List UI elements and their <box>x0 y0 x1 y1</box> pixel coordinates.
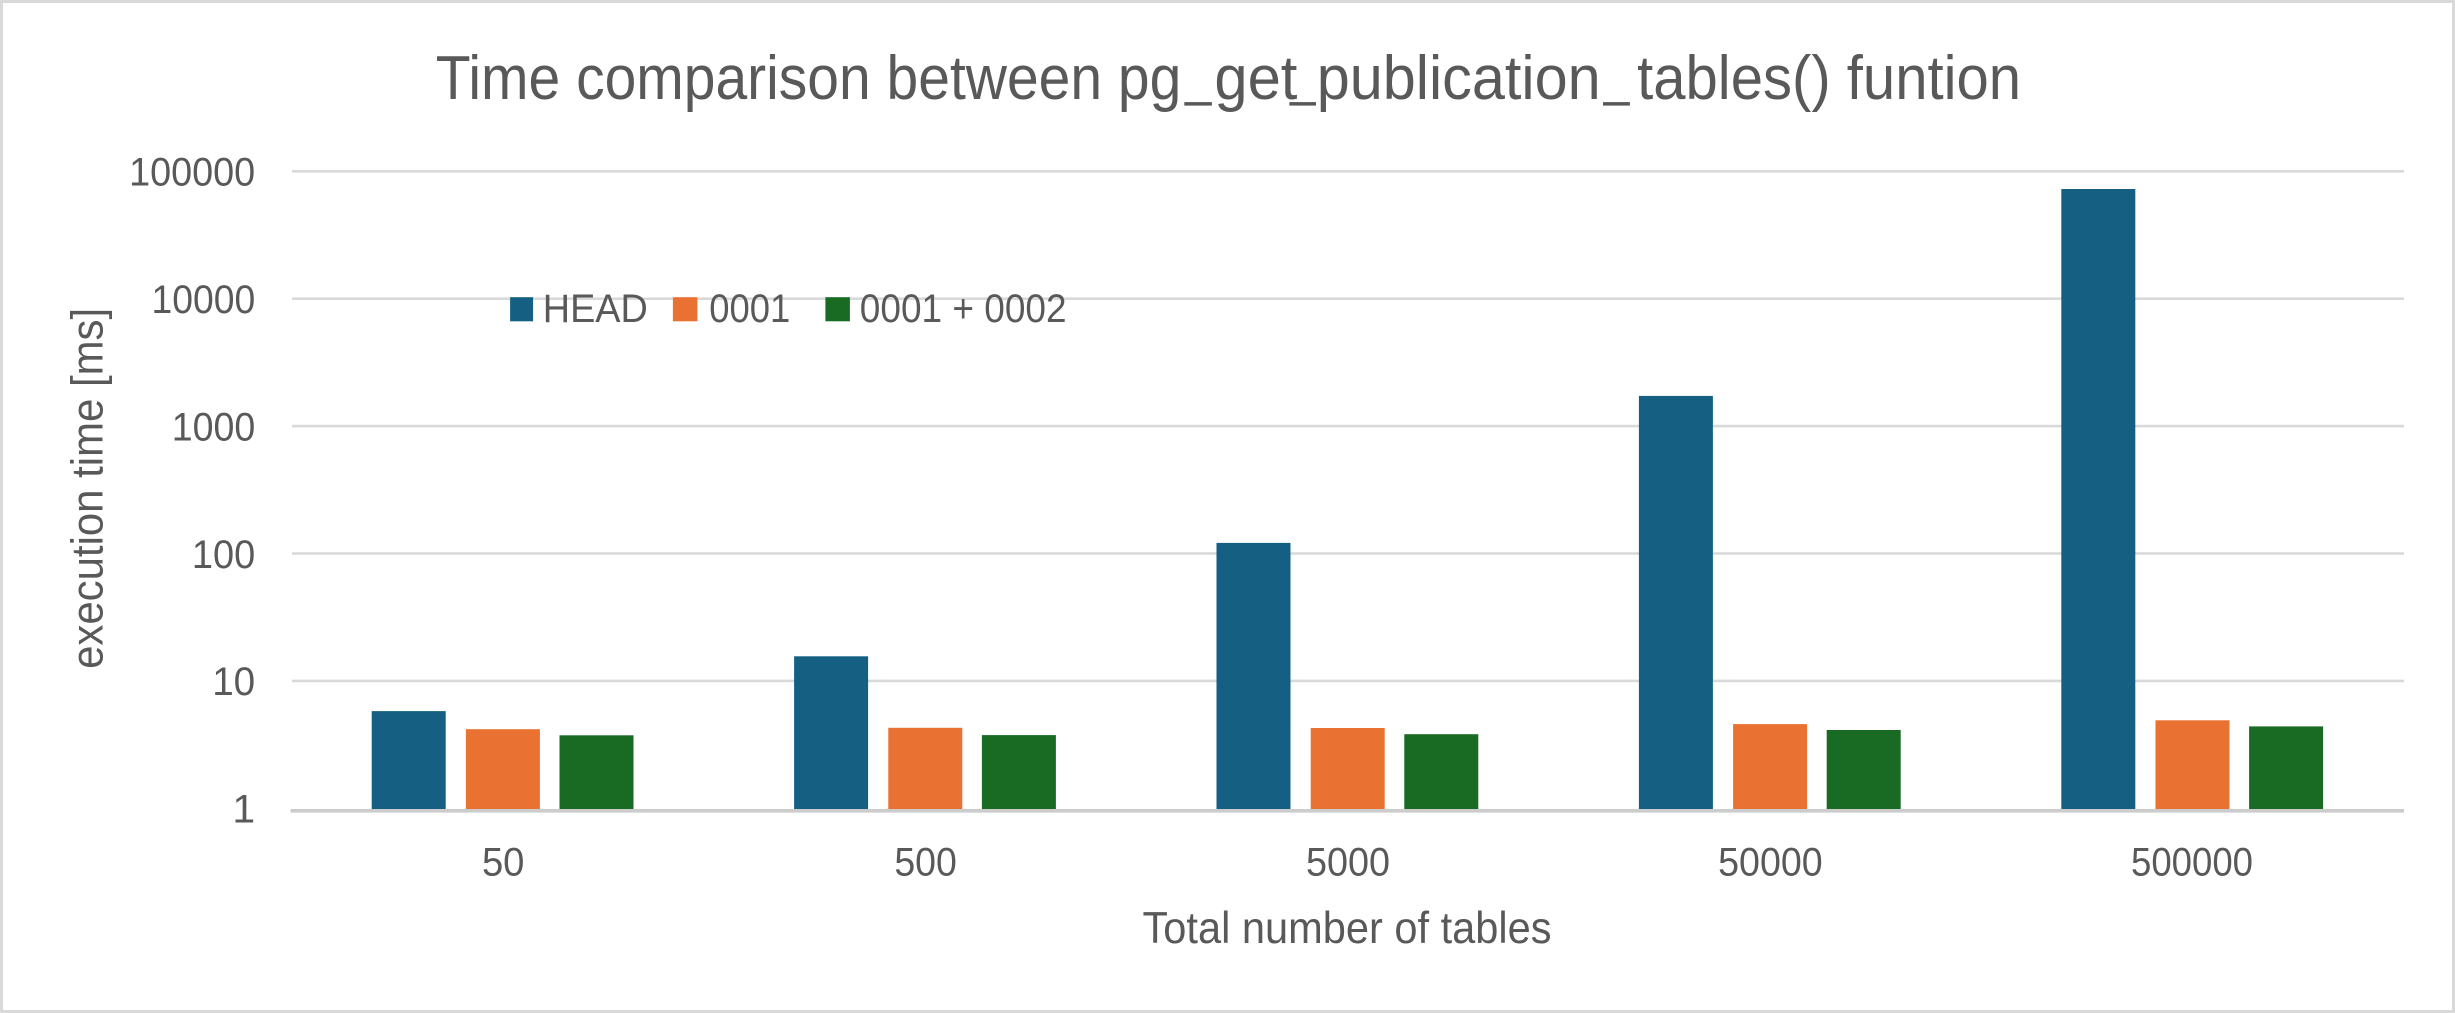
svg-text:1: 1 <box>232 788 255 832</box>
svg-text:0001 + 0002: 0001 + 0002 <box>860 287 1067 331</box>
svg-text:HEAD: HEAD <box>543 287 648 331</box>
svg-text:10: 10 <box>212 660 255 704</box>
svg-text:500: 500 <box>894 840 957 884</box>
svg-text:1000: 1000 <box>172 405 256 449</box>
svg-text:get: get <box>1214 44 1297 113</box>
svg-text:100000: 100000 <box>129 151 255 195</box>
svg-text:50000: 50000 <box>1718 840 1823 884</box>
svg-text:50: 50 <box>482 840 525 884</box>
svg-text:5000: 5000 <box>1306 840 1390 884</box>
svg-text:100: 100 <box>192 533 255 577</box>
svg-text:10000: 10000 <box>152 278 256 322</box>
svg-text:0001: 0001 <box>709 287 790 331</box>
svg-text:execution time [ms]: execution time [ms] <box>63 308 112 669</box>
svg-text:publication: publication <box>1317 44 1601 113</box>
svg-text:Time comparison between pg: Time comparison between pg <box>436 44 1182 113</box>
svg-text:500000: 500000 <box>2131 840 2253 884</box>
svg-text:tables() funtion: tables() funtion <box>1637 44 2021 113</box>
svg-text:Total number of tables: Total number of tables <box>1143 904 1552 953</box>
